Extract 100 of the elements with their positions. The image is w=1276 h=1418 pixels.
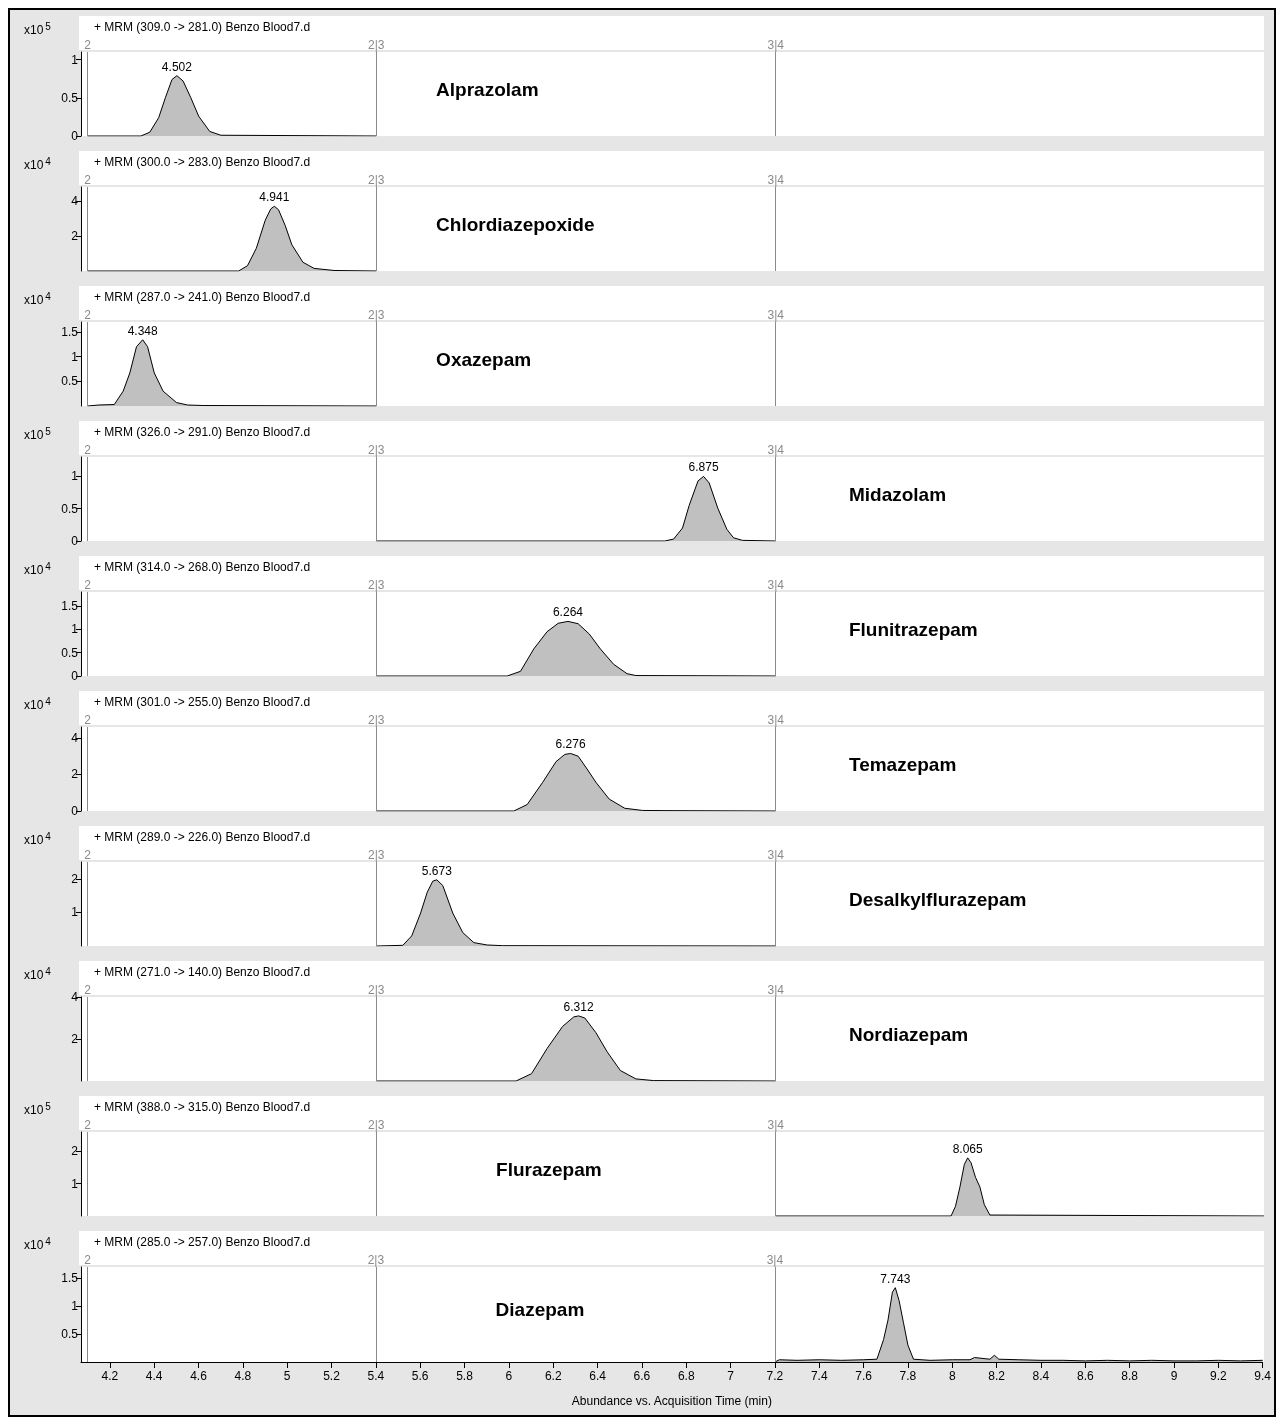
text: 2: [84, 173, 92, 187]
x-tick-label: 5.2: [323, 1369, 341, 1383]
y-tick-label: 1: [71, 469, 79, 484]
annotation: Alprazolam: [436, 79, 539, 101]
text: 2|3: [367, 308, 385, 322]
x-tick-label: 8.2: [988, 1369, 1006, 1383]
x-tick-label: 6.6: [633, 1369, 651, 1383]
annotation: 6.875: [688, 460, 719, 475]
x-tick-label: 4.2: [101, 1369, 119, 1383]
y-tick-label: 0.5: [61, 645, 79, 660]
y-tick-label: 4: [71, 990, 79, 1004]
y-tick-label: 0: [71, 129, 79, 143]
chart-title: + MRM (285.0 -> 257.0) Benzo Blood7.d: [94, 1235, 311, 1249]
annotation: 2: [84, 443, 92, 457]
x-tick-label: 7: [727, 1369, 735, 1383]
text: 2: [84, 1118, 92, 1132]
x-tick-label: 8.4: [1032, 1369, 1050, 1383]
text: 2|3: [367, 848, 385, 862]
text: 3|4: [767, 1118, 785, 1132]
x-tick-label: 9: [1170, 1369, 1178, 1383]
y-tick-label: 2: [71, 871, 79, 886]
x-tick-label: 8.6: [1076, 1369, 1094, 1383]
annotation: Temazepam: [848, 754, 957, 776]
y-tick-label: 4: [71, 730, 79, 745]
annotation: Desalkylflurazepam: [848, 889, 1027, 911]
annotation: 6.312: [563, 999, 594, 1014]
annotation: 5.673: [421, 863, 453, 878]
chart-title: + MRM (388.0 -> 315.0) Benzo Blood7.d: [94, 1100, 311, 1114]
x-tick-label: 7.2: [766, 1369, 784, 1383]
y-tick-label: 0: [71, 669, 79, 683]
text: 3|4: [767, 578, 785, 592]
annotation: Nordiazepam: [848, 1024, 969, 1046]
x-tick-label: 8.8: [1121, 1369, 1139, 1383]
text: 2: [84, 983, 92, 997]
x-axis-title: Abundance vs. Acquisition Time (min): [571, 1394, 772, 1408]
y-tick-label: 1.5: [61, 1271, 79, 1286]
text: 2: [84, 848, 92, 862]
y-tick-label: 1.5: [61, 599, 79, 613]
y-tick-label: 0.5: [61, 374, 79, 389]
y-tick-label: 1: [71, 349, 79, 364]
text: 3|4: [766, 1253, 784, 1267]
x-tick-label: 5.8: [456, 1369, 474, 1383]
x-tick-label: 6: [505, 1369, 513, 1383]
annotation: 6.276: [555, 737, 586, 752]
x-tick-label: 7.8: [899, 1369, 917, 1383]
y-tick-label: 2: [71, 767, 79, 782]
y-tick-label: 0: [71, 804, 79, 818]
chart-title: + MRM (314.0 -> 268.0) Benzo Blood7.d: [94, 560, 311, 574]
y-tick-label: 4: [71, 194, 79, 208]
text: 3|4: [767, 848, 785, 862]
chart-title: + MRM (300.0 -> 283.0) Benzo Blood7.d: [94, 155, 311, 169]
annotation: 6.264: [552, 605, 584, 620]
annotation: 4.941: [259, 190, 290, 205]
text: 2: [84, 308, 92, 322]
annotation: 8.065: [952, 1141, 984, 1156]
text: 3|4: [767, 713, 785, 727]
annotation: Flunitrazepam: [848, 619, 978, 641]
y-tick-label: 1: [71, 622, 79, 637]
x-tick-label: 9.4: [1254, 1369, 1272, 1383]
x-tick-label: 4.4: [145, 1369, 163, 1383]
y-tick-label: 0.5: [61, 1327, 79, 1342]
y-tick-label: 0.5: [61, 90, 79, 105]
annotation: Flurazepam: [496, 1159, 602, 1181]
x-tick-label: 6.8: [677, 1369, 695, 1383]
annotation: 4.348: [127, 323, 159, 338]
x-tick-label: 7.4: [810, 1369, 828, 1383]
annotation: 2: [84, 38, 92, 52]
text: 2|3: [367, 713, 385, 727]
x-tick-label: 8: [948, 1369, 956, 1383]
annotation: 2|3: [367, 443, 385, 457]
chart-title: + MRM (271.0 -> 140.0) Benzo Blood7.d: [94, 965, 311, 979]
y-tick-label: 1: [71, 1176, 79, 1191]
x-tick-label: 4.6: [190, 1369, 208, 1383]
y-tick-label: 1: [71, 905, 79, 920]
y-tick-label: 0.5: [61, 501, 79, 516]
chart-title: + MRM (289.0 -> 226.0) Benzo Blood7.d: [94, 830, 311, 844]
text: 2|3: [367, 1118, 385, 1132]
text: 2|3: [367, 1253, 385, 1267]
y-tick-label: 2: [71, 1032, 79, 1046]
x-tick-label: 9.2: [1209, 1369, 1227, 1383]
annotation: Oxazepam: [436, 349, 532, 371]
text: 3|4: [767, 173, 785, 187]
annotation: Chlordiazepoxide: [436, 214, 595, 236]
x-tick-label: 4.8: [234, 1369, 252, 1383]
x-tick-label: 5.4: [367, 1369, 385, 1383]
annotation: 3|4: [767, 443, 785, 457]
annotation: 4.502: [161, 59, 193, 74]
chart-title: + MRM (309.0 -> 281.0) Benzo Blood7.d: [94, 20, 311, 34]
annotation: 3|4: [767, 38, 785, 52]
text: 3|4: [767, 308, 785, 322]
x-tick-label: 6.2: [544, 1369, 562, 1383]
x-tick-label: 6.4: [589, 1369, 607, 1383]
text: 2: [84, 1253, 92, 1267]
y-tick-label: 0: [71, 534, 79, 548]
annotation: Diazepam: [495, 1299, 585, 1321]
y-tick-label: 1: [71, 52, 79, 67]
chart-title: + MRM (301.0 -> 255.0) Benzo Blood7.d: [94, 695, 311, 709]
y-tick-label: 2: [71, 229, 79, 243]
text: 2: [84, 578, 92, 592]
y-tick-label: 2: [71, 1144, 79, 1159]
